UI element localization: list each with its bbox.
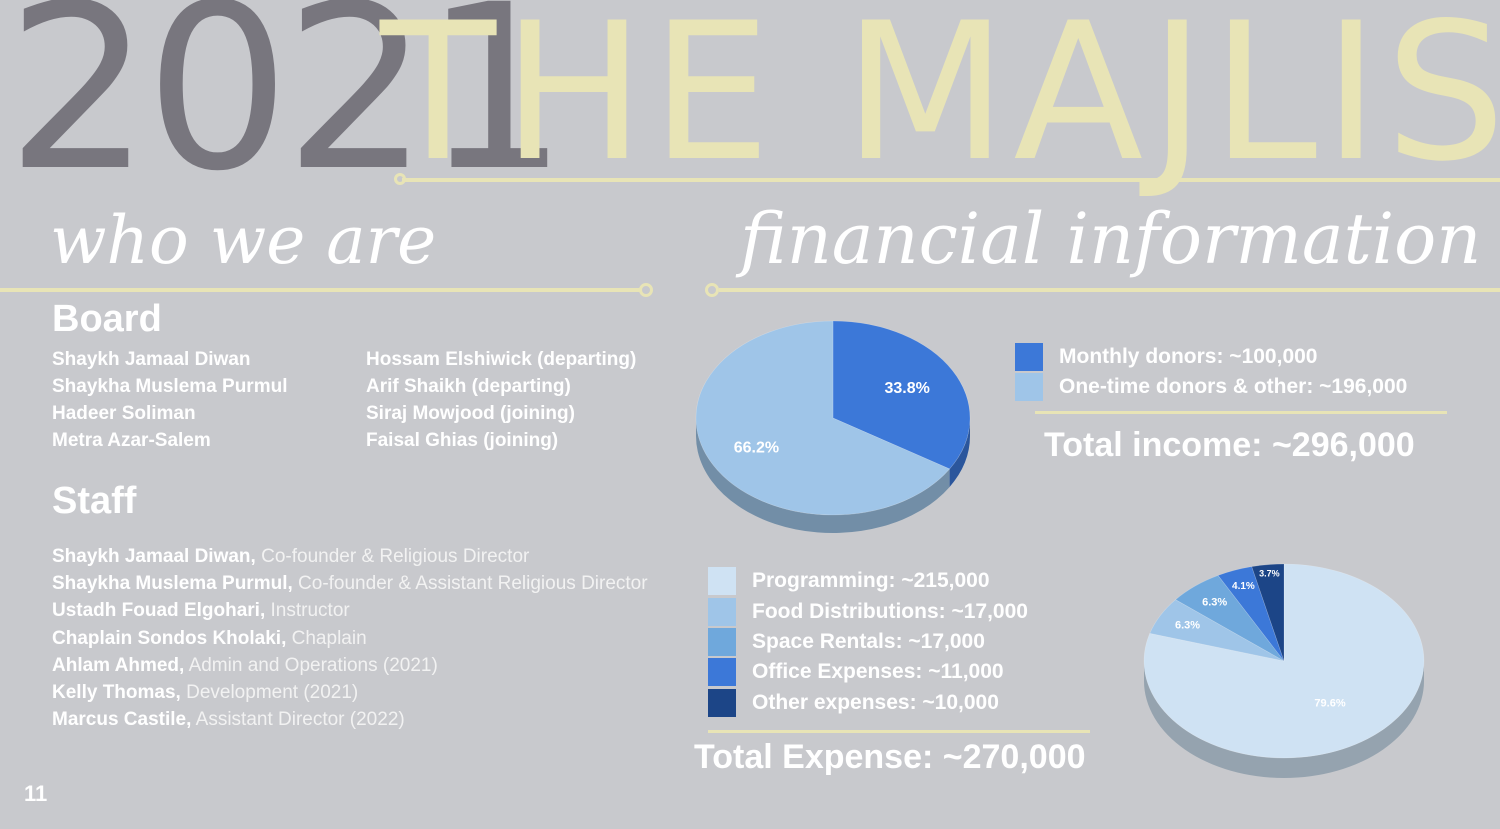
legend-swatch	[708, 567, 736, 596]
pie-data-label: 4.1%	[1232, 581, 1255, 592]
expense-legend-item: Food Distributions: ~17,000	[708, 596, 1028, 626]
staff-name: Marcus Castile,	[52, 709, 192, 731]
board-member: Hossam Elshiwick (departing)	[366, 349, 637, 370]
staff-role: Chaplain	[291, 627, 367, 649]
board-heading: Board	[52, 298, 162, 340]
staff-list: Shaykh Jamaal Diwan, Co-founder & Religi…	[52, 543, 648, 733]
page-number: 11	[24, 781, 48, 806]
expense-legend: Programming: ~215,000 Food Distributions…	[708, 566, 1028, 718]
who-we-are-divider-ring	[639, 283, 653, 297]
staff-role: Co-founder & Assistant Religious Directo…	[298, 573, 648, 595]
legend-swatch	[1015, 373, 1043, 401]
board-member: Arif Shaikh (departing)	[366, 376, 571, 397]
expense-pie-chart: 79.6% 6.3%6.3% 4.1% 3.7%	[1143, 563, 1425, 778]
staff-name: Ustadh Fouad Elgohari,	[52, 600, 266, 622]
pie-data-label: 3.7%	[1259, 569, 1280, 579]
expense-divider	[708, 730, 1090, 733]
pie-data-label: 6.3%	[1202, 596, 1227, 608]
pie-slice	[695, 320, 951, 516]
legend-label: Programming: ~215,000	[752, 569, 990, 593]
legend-label: One-time donors & other: ~196,000	[1059, 375, 1408, 398]
board-list-left: Shaykh Jamaal Diwan Shaykha Muslema Purm…	[52, 346, 287, 454]
title-heading: THE MAJLIS	[380, 0, 1500, 203]
pie-slice	[1251, 563, 1285, 662]
staff-name: Shaykha Muslema Purmul,	[52, 573, 293, 595]
pie-slice-side	[949, 418, 970, 487]
staff-member: Shaykh Jamaal Diwan, Co-founder & Religi…	[52, 543, 648, 570]
pie-data-label: 66.2%	[734, 439, 779, 456]
financial-divider-ring	[705, 283, 719, 297]
legend-label: Space Rentals: ~17,000	[752, 629, 985, 653]
income-legend-item: One-time donors & other: ~196,000	[1015, 372, 1407, 402]
staff-member: Chaplain Sondos Kholaki, Chaplain	[52, 625, 648, 652]
income-legend-item: Monthly donors: ~100,000	[1015, 342, 1407, 372]
financial-divider	[719, 288, 1500, 292]
legend-label: Office Expenses: ~11,000	[752, 660, 1004, 684]
header-divider-ring	[394, 173, 406, 185]
staff-name: Shaykh Jamaal Diwan,	[52, 546, 256, 567]
legend-swatch	[708, 688, 736, 717]
who-we-are-heading: who we are	[50, 202, 437, 279]
expense-legend-item: Other expenses: ~10,000	[708, 688, 1028, 718]
board-member: Hadeer Soliman	[52, 403, 196, 424]
pie-slice-side	[1144, 661, 1424, 778]
pie-data-label: 6.3%	[1175, 620, 1200, 632]
staff-role: Assistant Director (2022)	[195, 709, 405, 731]
expense-legend-item: Space Rentals: ~17,000	[708, 627, 1028, 657]
pie-slice	[1149, 599, 1285, 662]
expense-legend-item: Programming: ~215,000	[708, 566, 1028, 596]
staff-member: Marcus Castile, Assistant Director (2022…	[52, 706, 648, 733]
board-member: Faisal Ghias (joining)	[366, 430, 559, 451]
who-we-are-divider	[0, 288, 640, 292]
pie-slice	[832, 320, 971, 470]
income-divider	[1035, 411, 1447, 414]
legend-swatch	[708, 658, 736, 687]
board-member: Shaykh Jamaal Diwan	[52, 349, 251, 370]
staff-member: Ahlam Ahmed, Admin and Operations (2021)	[52, 652, 648, 679]
legend-label: Other expenses: ~10,000	[752, 690, 999, 714]
legend-swatch	[708, 627, 736, 656]
pie-data-label: 33.8%	[884, 380, 929, 397]
income-legend: Monthly donors: ~100,000 One-time donors…	[1015, 342, 1407, 402]
legend-swatch	[708, 597, 736, 626]
staff-member: Kelly Thomas, Development (2021)	[52, 679, 648, 706]
staff-name: Chaplain Sondos Kholaki,	[52, 627, 287, 649]
total-income: Total income: ~296,000	[1044, 426, 1415, 464]
staff-role: Admin and Operations (2021)	[188, 654, 438, 676]
legend-label: Food Distributions: ~17,000	[752, 599, 1028, 623]
pie-data-label: 79.6%	[1314, 698, 1345, 710]
pie-slice	[1175, 575, 1285, 662]
staff-name: Ahlam Ahmed,	[52, 654, 185, 676]
expense-legend-item: Office Expenses: ~11,000	[708, 657, 1028, 687]
total-expense: Total Expense: ~270,000	[694, 738, 1086, 776]
financial-info-heading: financial information	[740, 198, 1482, 280]
pie-slice-side	[696, 418, 950, 533]
board-member: Shaykha Muslema Purmul	[52, 376, 288, 397]
staff-role: Instructor	[270, 600, 350, 622]
staff-member: Ustadh Fouad Elgohari, Instructor	[52, 597, 648, 624]
header-divider	[402, 178, 1500, 182]
legend-label: Monthly donors: ~100,000	[1059, 345, 1318, 368]
staff-name: Kelly Thomas,	[52, 682, 181, 704]
year-heading: 2021	[6, 0, 568, 221]
board-member: Siraj Mowjood (joining)	[366, 403, 575, 424]
staff-role: Development (2021)	[186, 682, 359, 704]
staff-role: Co-founder & Religious Director	[261, 546, 530, 567]
pie-slice	[1217, 566, 1285, 662]
income-pie-chart: 33.8% 66.2%	[695, 320, 971, 533]
board-list-right: Hossam Elshiwick (departing) Arif Shaikh…	[366, 346, 636, 454]
board-member: Metra Azar-Salem	[52, 430, 211, 451]
pie-slice	[1143, 563, 1425, 759]
staff-heading: Staff	[52, 480, 137, 522]
legend-swatch	[1015, 343, 1043, 371]
staff-member: Shaykha Muslema Purmul, Co-founder & Ass…	[52, 570, 648, 597]
